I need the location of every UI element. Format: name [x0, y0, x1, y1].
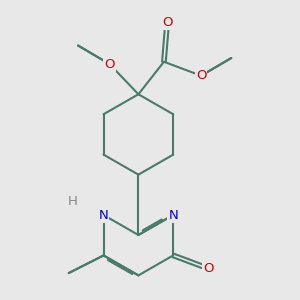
Text: N: N — [168, 208, 178, 221]
Text: O: O — [104, 58, 115, 70]
Text: H: H — [68, 195, 77, 208]
Text: O: O — [196, 69, 206, 82]
Text: O: O — [162, 16, 172, 29]
Text: O: O — [203, 262, 213, 275]
Text: N: N — [99, 208, 108, 221]
